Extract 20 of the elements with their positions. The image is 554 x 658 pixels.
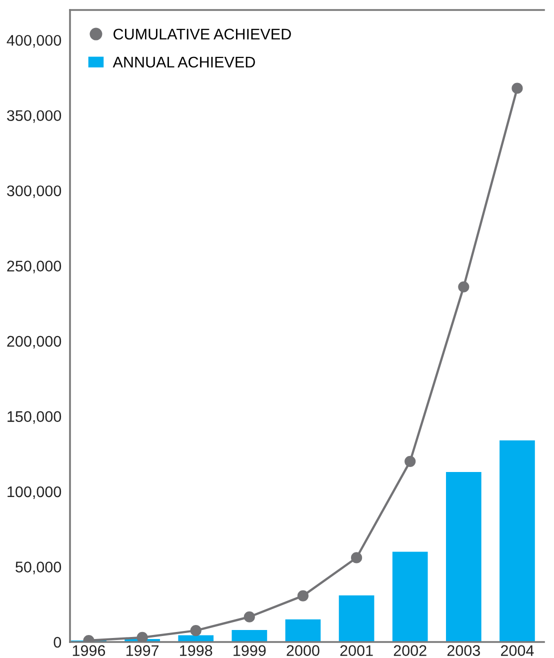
x-tick-label: 1998 bbox=[180, 645, 212, 656]
x-tick-label: 1997 bbox=[126, 645, 159, 656]
y-tick-label: 150,000 bbox=[8, 411, 62, 424]
x-tick-label: 1999 bbox=[234, 645, 266, 656]
x-tick-label: 1996 bbox=[72, 645, 106, 656]
x-tick-label: 2001 bbox=[340, 645, 373, 656]
x-tick-label: 2002 bbox=[394, 645, 426, 656]
y-tick-label: 300,000 bbox=[7, 185, 62, 198]
legend-label: ANNUAL ACHIEVED bbox=[112, 56, 255, 68]
y-tick-label: 50,000 bbox=[16, 562, 62, 574]
x-tick-label: 2000 bbox=[286, 645, 320, 656]
legend-label: CUMULATIVE ACHIEVED bbox=[114, 28, 291, 40]
y-tick-label: 100,000 bbox=[8, 486, 62, 500]
y-tick-label: 200,000 bbox=[7, 336, 62, 349]
y-tick-label: 400,000 bbox=[6, 34, 62, 48]
x-tick-label: 2003 bbox=[447, 645, 480, 656]
x-tick-label: 2004 bbox=[500, 645, 534, 656]
y-tick-label: 0 bbox=[54, 636, 62, 648]
y-tick-label: 350,000 bbox=[7, 110, 62, 123]
y-tick-label: 250,000 bbox=[7, 260, 62, 274]
